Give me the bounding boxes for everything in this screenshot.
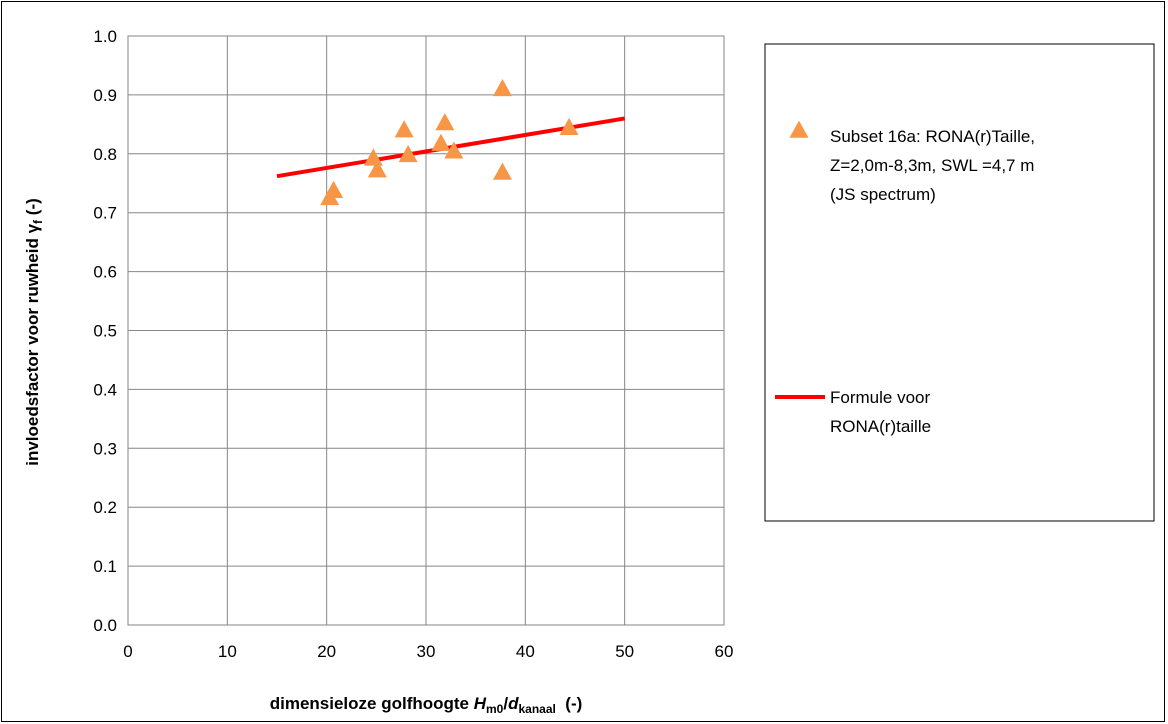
legend-label-formula: Formule voor RONA(r)taille — [830, 388, 935, 436]
x-axis-title-h: H — [474, 694, 487, 713]
grid-lines — [127, 35, 725, 626]
legend: Subset 16a: RONA(r)Taille, Z=2,0m-8,3m, … — [764, 43, 1155, 522]
data-point-5 — [398, 144, 418, 163]
legend-label-subset-line-3: (JS spectrum) — [830, 185, 936, 204]
x-axis-title-d-sub: kanaal — [518, 702, 555, 716]
x-tick-label: 0 — [123, 642, 132, 661]
y-axis-title: invloedsfactor voor ruwheid γf (-) — [23, 198, 45, 466]
data-point-6 — [431, 133, 451, 151]
plot-area-border — [127, 35, 725, 626]
y-tick-label: 0.5 — [93, 322, 117, 341]
data-point-3 — [367, 160, 387, 178]
data-point-9 — [492, 162, 512, 180]
x-tick-label: 30 — [417, 642, 436, 661]
y-tick-label: 0.3 — [93, 439, 117, 458]
data-point-2 — [363, 148, 383, 166]
y-tick-label: 0.6 — [93, 263, 117, 282]
x-axis-title-slash: / — [503, 694, 508, 713]
y-tick-label: 0.0 — [93, 616, 117, 635]
legend-label-formula-line-1: Formule voor — [830, 388, 930, 407]
data-point-8 — [444, 141, 464, 159]
y-tick-label: 0.1 — [93, 557, 117, 576]
y-tick-label: 0.7 — [93, 204, 117, 223]
x-axis-title-unit: (-) — [556, 694, 582, 713]
x-axis-title-main: dimensieloze golfhoogte — [270, 694, 474, 713]
legend-box — [764, 43, 1155, 522]
y-tick-label: 0.2 — [93, 498, 117, 517]
y-tick-label: 0.9 — [93, 86, 117, 105]
data-point-1 — [324, 180, 344, 199]
data-point-4 — [394, 120, 414, 138]
y-tick-label: 0.8 — [93, 145, 117, 164]
y-tick-label: 0.4 — [93, 380, 117, 399]
x-tick-label: 50 — [615, 642, 634, 661]
x-axis-title-d: d — [508, 694, 519, 713]
legend-label-formula-line-2: RONA(r)taille — [830, 417, 931, 436]
data-point-10 — [492, 79, 512, 97]
y-axis-title-gamma: γ — [23, 223, 42, 233]
x-axis-title-h-sub: m0 — [486, 702, 504, 716]
y-axis-title-unit: (-) — [23, 198, 42, 220]
y-tick-labels: 0.0 0.1 0.2 0.3 0.4 0.5 0.6 0.7 0.8 0.9 1.0 — [93, 27, 117, 635]
legend-marker-triangle — [789, 120, 809, 138]
data-point-11 — [559, 117, 579, 135]
x-tick-label: 20 — [317, 642, 336, 661]
legend-label-subset-line-2: Z=2,0m-8,3m, SWL =4,7 m — [830, 156, 1034, 175]
y-axis-title-main: invloedsfactor voor ruwheid — [23, 233, 42, 465]
data-point-7 — [435, 113, 455, 131]
legend-label-subset: Subset 16a: RONA(r)Taille, Z=2,0m-8,3m, … — [830, 127, 1040, 204]
plot-area-rect — [127, 35, 725, 626]
x-tick-labels: 0 10 20 30 40 50 60 — [123, 642, 733, 661]
legend-label-subset-line-1: Subset 16a: RONA(r)Taille, — [830, 127, 1035, 146]
x-tick-label: 60 — [715, 642, 734, 661]
x-tick-label: 40 — [516, 642, 535, 661]
x-axis-title: dimensieloze golfhoogte Hm0/dkanaal (-) — [270, 694, 583, 716]
y-tick-label: 1.0 — [93, 27, 117, 46]
subset-16a-series — [320, 79, 579, 206]
x-tick-label: 10 — [218, 642, 237, 661]
y-axis-title-gamma-sub: f — [31, 219, 45, 224]
